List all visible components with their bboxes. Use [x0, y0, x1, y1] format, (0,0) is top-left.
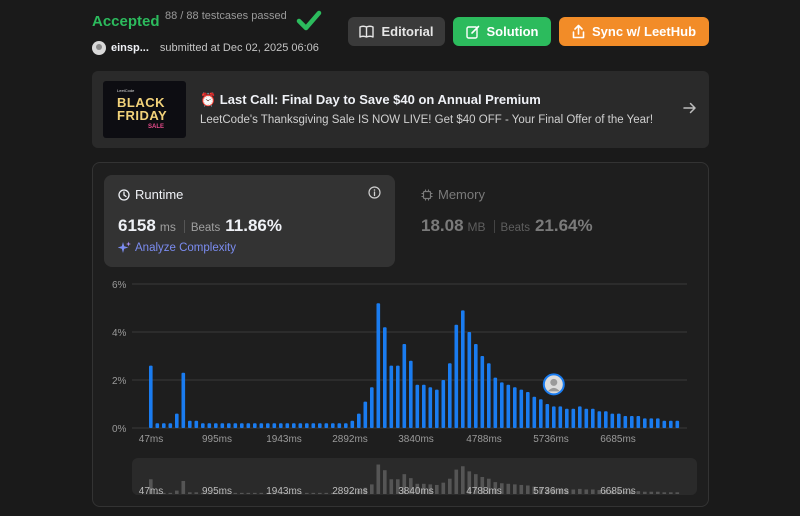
promo-image-brand: LeetCode [117, 88, 135, 93]
promo-subtitle: LeetCode's Thanksgiving Sale IS NOW LIVE… [200, 114, 654, 126]
analyze-label: Analyze Complexity [135, 241, 236, 254]
runtime-label: Runtime [135, 187, 184, 202]
testcases-passed: 88 / 88 testcases passed [165, 10, 287, 22]
runtime-header: Runtime [118, 187, 183, 202]
promo-image-friday: FRIDAY [117, 108, 168, 123]
promo-image-black: BLACK [117, 95, 165, 110]
status-accepted: Accepted [92, 13, 160, 30]
memory-beats-label: Beats [500, 222, 530, 234]
memory-unit: MB [467, 220, 486, 234]
memory-header[interactable]: Memory [421, 187, 485, 202]
memory-value: 18.08 [421, 216, 464, 235]
promo-banner[interactable]: LeetCode BLACK FRIDAY SALE ⏰ Last Call: … [92, 71, 709, 148]
promo-image-sale: SALE [148, 124, 165, 130]
sparkle-icon [118, 241, 131, 253]
edit-icon [465, 25, 479, 39]
sync-leethub-button[interactable]: Sync w/ LeetHub [559, 17, 709, 46]
sync-label: Sync w/ LeetHub [591, 24, 697, 39]
upload-icon [572, 24, 585, 39]
chip-icon [421, 189, 433, 200]
runtime-stats: 6158 ms Beats 11.86% [118, 216, 282, 236]
username[interactable]: einsp... [111, 42, 149, 54]
divider [183, 219, 185, 233]
runtime-unit: ms [159, 220, 176, 234]
solution-label: Solution [486, 24, 539, 39]
editorial-button[interactable]: Editorial [348, 17, 445, 46]
memory-stats: 18.08 MB Beats 21.64% [421, 216, 593, 236]
submitted-time: submitted at Dec 02, 2025 06:06 [159, 42, 319, 54]
editorial-label: Editorial [381, 24, 434, 39]
black-friday-image: LeetCode BLACK FRIDAY SALE [103, 81, 186, 138]
info-icon[interactable] [368, 186, 381, 199]
range-navigator[interactable] [132, 458, 697, 495]
runtime-beats-label: Beats [190, 222, 221, 234]
solution-button[interactable]: Solution [453, 17, 551, 46]
analyze-complexity-link[interactable]: Analyze Complexity [118, 241, 236, 254]
clock-icon [118, 188, 130, 201]
memory-label: Memory [438, 187, 485, 202]
divider [493, 219, 495, 233]
runtime-value: 6158 [118, 216, 156, 235]
submission-info: einsp... submitted at Dec 02, 2025 06:06 [92, 40, 319, 56]
arrow-right-icon[interactable] [683, 101, 697, 115]
runtime-card[interactable]: Runtime 6158 ms Beats 11.86% Analyze Com… [104, 175, 395, 267]
runtime-beats-value: 11.86% [225, 216, 282, 235]
memory-beats-value: 21.64% [534, 216, 593, 235]
checkmark-icon [296, 10, 322, 31]
performance-panel: Runtime 6158 ms Beats 11.86% Analyze Com… [92, 162, 709, 507]
promo-title: ⏰ Last Call: Final Day to Save $40 on An… [200, 92, 541, 107]
avatar[interactable] [92, 41, 106, 55]
book-icon [359, 25, 375, 38]
